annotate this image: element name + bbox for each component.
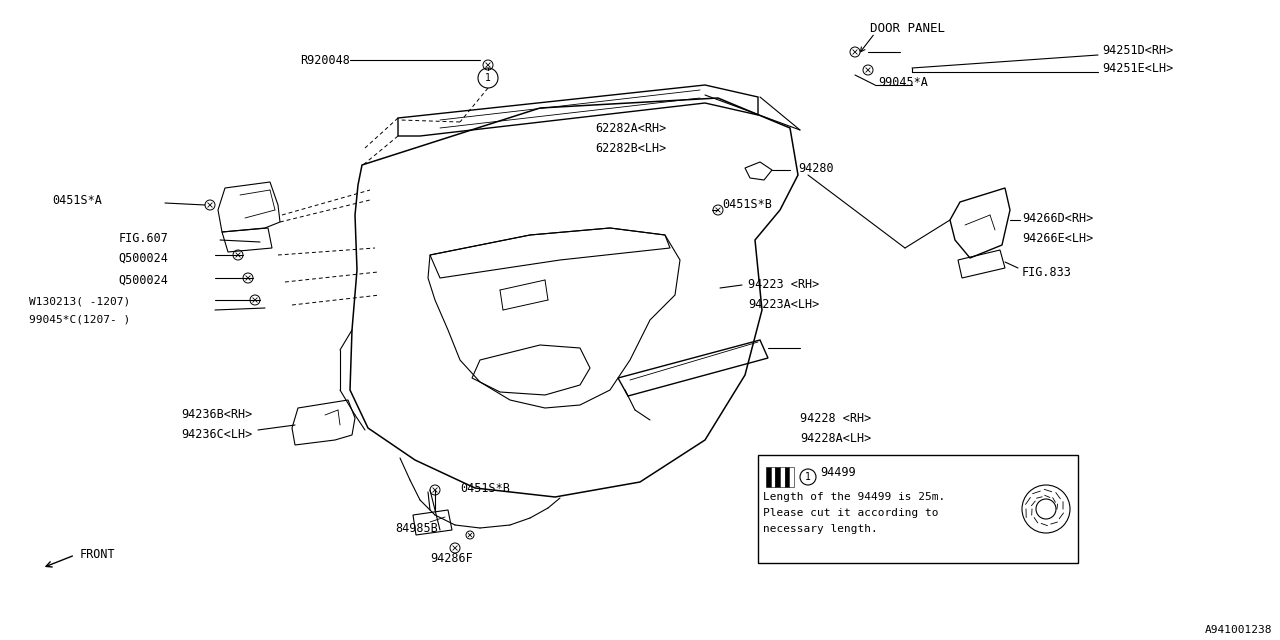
Text: 94266E<LH>: 94266E<LH> [1021, 232, 1093, 244]
Text: Please cut it according to: Please cut it according to [763, 508, 938, 518]
Text: 62282B<LH>: 62282B<LH> [595, 141, 667, 154]
Text: 0451S*B: 0451S*B [722, 198, 772, 211]
Text: 94499: 94499 [820, 467, 855, 479]
Text: Q500024: Q500024 [118, 273, 168, 287]
Text: DOOR PANEL: DOOR PANEL [870, 22, 945, 35]
Text: FIG.607: FIG.607 [118, 232, 168, 244]
Text: 94236C<LH>: 94236C<LH> [180, 429, 252, 442]
Bar [771, 467, 776, 487]
Text: 94266D<RH>: 94266D<RH> [1021, 211, 1093, 225]
Text: 94286F: 94286F [430, 552, 472, 564]
Text: 0451S*B: 0451S*B [460, 481, 509, 495]
Bar [785, 467, 790, 487]
Text: R920048: R920048 [300, 54, 349, 67]
Text: FIG.833: FIG.833 [1021, 266, 1071, 278]
Text: 1: 1 [805, 472, 812, 482]
Bar [758, 455, 1078, 563]
Text: necessary length.: necessary length. [763, 524, 878, 534]
Text: FRONT: FRONT [79, 548, 115, 561]
Text: 94228A<LH>: 94228A<LH> [800, 431, 872, 445]
Text: 0451S*A: 0451S*A [52, 193, 102, 207]
Bar [780, 467, 785, 487]
Text: A941001238: A941001238 [1204, 625, 1272, 635]
Text: 84985B: 84985B [396, 522, 438, 534]
Text: 94223 <RH>: 94223 <RH> [748, 278, 819, 291]
Text: Length of the 94499 is 25m.: Length of the 94499 is 25m. [763, 492, 945, 502]
Text: 94251D<RH>: 94251D<RH> [1102, 44, 1174, 56]
Text: 99045*A: 99045*A [878, 76, 928, 88]
Text: 62282A<RH>: 62282A<RH> [595, 122, 667, 134]
Text: 94251E<LH>: 94251E<LH> [1102, 61, 1174, 74]
Text: 99045*C(1207- ): 99045*C(1207- ) [28, 315, 131, 325]
Text: 94280: 94280 [797, 161, 833, 175]
Bar [765, 467, 771, 487]
Text: 94228 <RH>: 94228 <RH> [800, 412, 872, 424]
Text: 94236B<RH>: 94236B<RH> [180, 408, 252, 422]
Text: Q500024: Q500024 [118, 252, 168, 264]
Bar [776, 467, 780, 487]
Text: 1: 1 [485, 73, 492, 83]
Bar [790, 467, 794, 487]
Text: W130213( -1207): W130213( -1207) [28, 297, 131, 307]
Text: 94223A<LH>: 94223A<LH> [748, 298, 819, 312]
